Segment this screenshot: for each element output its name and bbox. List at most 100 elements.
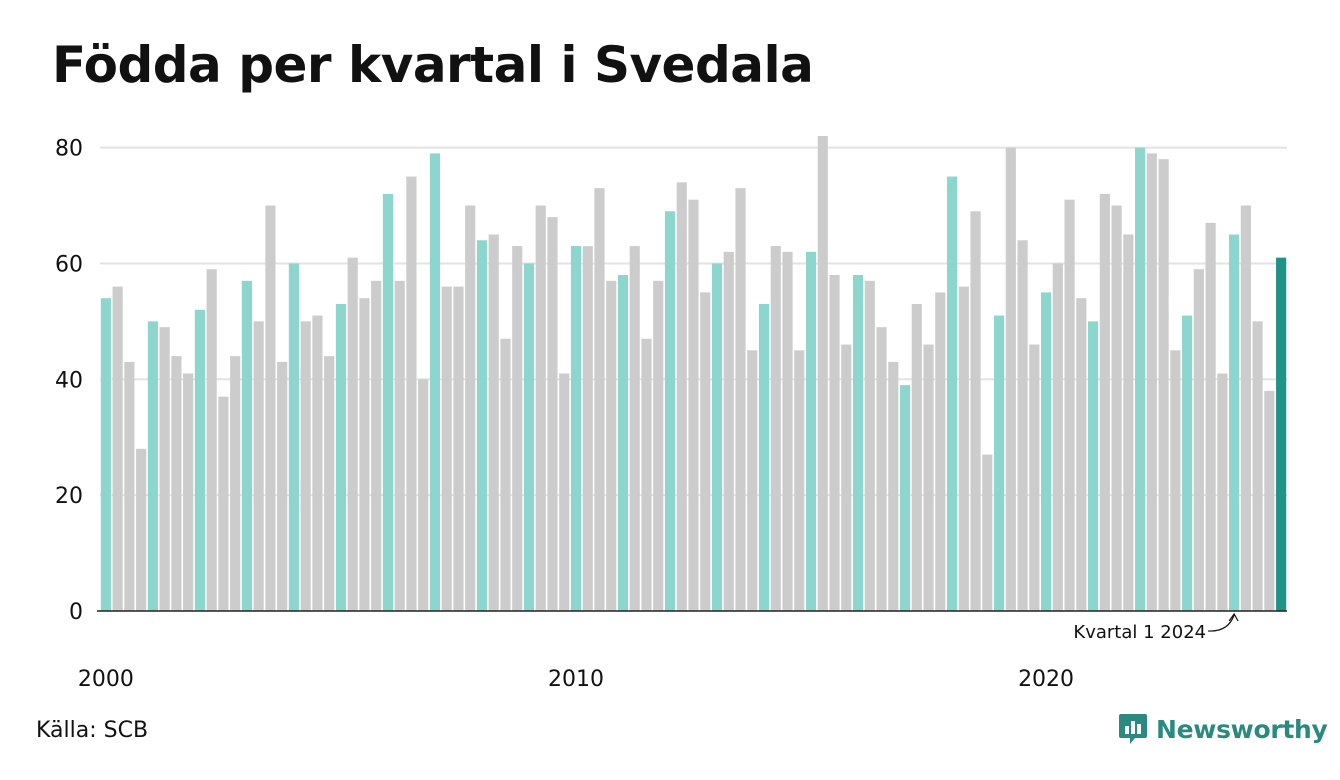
bar [935, 292, 946, 611]
bar [300, 321, 311, 611]
y-tick-label: 80 [55, 137, 83, 162]
y-tick-label: 0 [69, 600, 83, 625]
bar [794, 350, 805, 611]
bar [171, 356, 182, 611]
bar [841, 344, 852, 611]
bar [993, 315, 1005, 611]
bar [688, 199, 699, 611]
bar [1182, 315, 1193, 611]
bar [923, 344, 934, 611]
bar [476, 240, 488, 611]
bar [594, 188, 605, 611]
y-tick-label: 40 [55, 368, 83, 393]
bar [1217, 373, 1228, 611]
bar [1064, 199, 1075, 611]
bar [888, 361, 899, 611]
bar [1264, 390, 1275, 611]
bar [312, 315, 323, 611]
bar [453, 286, 464, 611]
bar [1052, 263, 1063, 611]
bar [899, 385, 911, 611]
bar [1135, 147, 1146, 611]
bar [970, 211, 981, 611]
bar [559, 373, 570, 611]
bars [100, 136, 1287, 612]
annotation: Kvartal 1 2024 [1073, 612, 1239, 643]
bar [100, 298, 111, 611]
bar [124, 361, 135, 611]
brand-name: Newsworthy [1156, 714, 1328, 744]
source-note: Källa: SCB [36, 718, 149, 743]
bar [1123, 234, 1134, 611]
bar [1229, 234, 1240, 611]
bar [1276, 257, 1287, 611]
bar [629, 246, 640, 611]
bar [1146, 153, 1157, 611]
bar [946, 176, 958, 612]
tick-labels: 0 20 40 60 80 2000 2010 2020 [55, 137, 1074, 692]
bar [253, 321, 264, 611]
bar [441, 286, 452, 611]
bar [700, 292, 711, 611]
bar [852, 275, 864, 611]
bar [206, 269, 217, 611]
bar [1252, 321, 1263, 611]
bar [805, 251, 817, 612]
bar [829, 275, 840, 611]
x-tick-label: 2000 [78, 667, 134, 692]
bar [982, 454, 993, 611]
bar [147, 321, 158, 611]
bar [1205, 222, 1216, 611]
bar [194, 309, 205, 611]
bar [1170, 350, 1181, 611]
bar [547, 217, 558, 611]
bar [817, 136, 828, 611]
bar [230, 356, 241, 611]
bar [535, 205, 546, 611]
bar [371, 280, 382, 611]
bar [265, 205, 276, 611]
y-tick-label: 60 [55, 252, 83, 277]
bar [617, 275, 629, 611]
bar [418, 379, 429, 611]
bar [570, 246, 582, 611]
bar [735, 188, 746, 611]
bar [335, 303, 347, 611]
bar [1017, 240, 1028, 611]
bar [112, 286, 123, 611]
annotation-label: Kvartal 1 2024 [1073, 622, 1206, 643]
bar [324, 356, 335, 611]
newsworthy-logo-icon [1119, 714, 1147, 744]
bar [664, 211, 676, 611]
chart-title: Födda per kvartal i Svedala [52, 36, 814, 94]
bar [606, 280, 617, 611]
bar [394, 280, 405, 611]
bar [958, 286, 969, 611]
bar [641, 338, 652, 611]
x-tick-label: 2010 [548, 667, 604, 692]
bar [711, 263, 723, 611]
bar [758, 303, 770, 611]
y-tick-label: 20 [55, 484, 83, 509]
brand-logo: Newsworthy [1118, 712, 1328, 746]
bar [241, 280, 252, 611]
bar [359, 298, 370, 611]
bar [676, 182, 687, 611]
bar [183, 373, 194, 611]
bar [429, 153, 441, 611]
bar [159, 327, 170, 611]
bar [653, 280, 664, 611]
bar [1240, 205, 1251, 611]
bar [1193, 269, 1204, 611]
bar [488, 234, 499, 611]
bar [1158, 159, 1169, 612]
bar [218, 396, 229, 611]
bar [512, 246, 523, 611]
bar [1005, 147, 1016, 611]
bar [582, 246, 593, 611]
bar [1111, 205, 1122, 611]
bar [1099, 193, 1110, 612]
bar [864, 280, 875, 611]
bar [723, 251, 734, 612]
